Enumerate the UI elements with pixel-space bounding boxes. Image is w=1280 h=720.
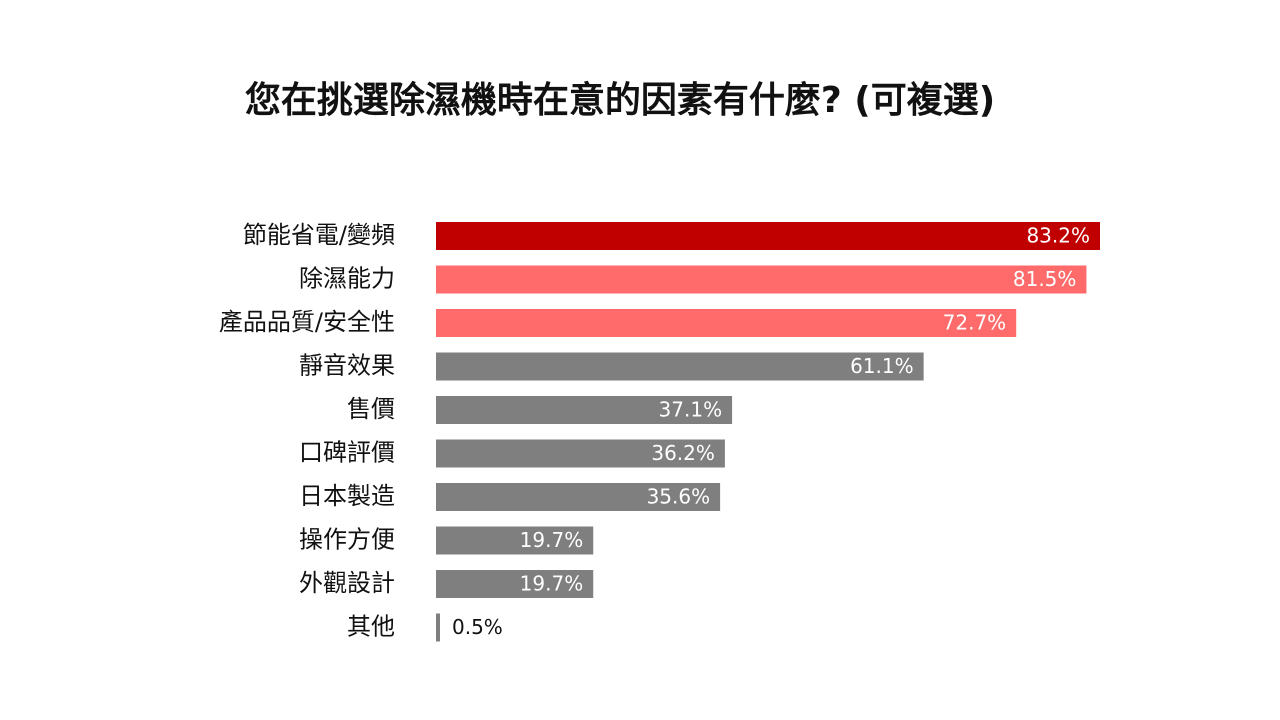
bar xyxy=(436,613,440,642)
y-tick-label: 口碑評價 xyxy=(299,439,395,467)
data-label: 35.6% xyxy=(647,485,711,509)
data-label: 61.1% xyxy=(850,354,914,378)
data-label: 0.5% xyxy=(452,615,503,639)
bar xyxy=(436,352,924,381)
y-tick-label: 日本製造 xyxy=(299,482,395,510)
data-label: 19.7% xyxy=(520,528,584,552)
data-label: 81.5% xyxy=(1013,267,1077,291)
y-tick-label: 其他 xyxy=(347,613,395,641)
chart-title: 您在挑選除濕機時在意的因素有什麼? (可複選) xyxy=(245,80,995,121)
bar xyxy=(436,396,733,424)
y-tick-label: 產品品質/安全性 xyxy=(219,308,395,336)
y-tick-label: 售價 xyxy=(347,395,395,423)
bar xyxy=(436,570,594,598)
data-label: 19.7% xyxy=(520,572,584,596)
y-tick-label: 靜音效果 xyxy=(299,352,395,380)
data-label: 37.1% xyxy=(659,398,723,422)
y-tick-label: 外觀設計 xyxy=(299,569,395,597)
bar xyxy=(436,222,1100,250)
data-label: 72.7% xyxy=(943,311,1007,335)
y-tick-label: 除濕能力 xyxy=(299,265,395,293)
bar xyxy=(436,309,1017,337)
bar xyxy=(436,526,594,555)
bar xyxy=(436,483,721,511)
y-tick-label: 節能省電/變頻 xyxy=(243,221,395,249)
data-label: 83.2% xyxy=(1026,224,1090,248)
bar xyxy=(436,265,1087,294)
y-tick-label: 操作方便 xyxy=(299,526,395,554)
data-label: 36.2% xyxy=(651,441,715,465)
bar xyxy=(436,439,725,468)
